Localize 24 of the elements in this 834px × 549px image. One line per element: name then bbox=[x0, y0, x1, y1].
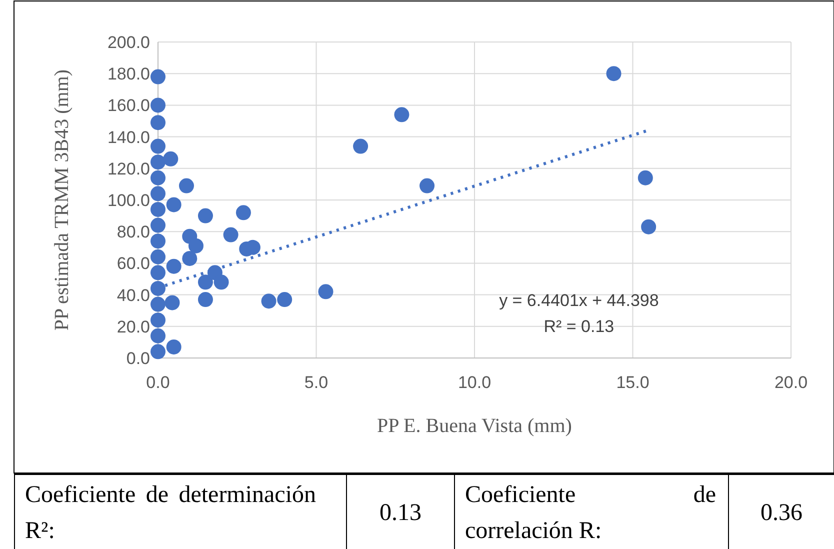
text: 0.13 bbox=[346, 475, 454, 549]
text: 0.36 bbox=[728, 475, 834, 549]
x-axis-title: PP E. Buena Vista (mm) bbox=[377, 415, 572, 437]
y-tick-label: 200.0 bbox=[107, 32, 150, 52]
x-tick-label: 0.0 bbox=[146, 373, 170, 392]
x-tick-label: 10.0 bbox=[458, 373, 492, 392]
y-tick-label: 40.0 bbox=[116, 286, 150, 305]
y-tick-label: 180.0 bbox=[107, 64, 150, 84]
y-tick-label: 0.0 bbox=[126, 348, 150, 368]
y-tick-label: 60.0 bbox=[116, 254, 150, 274]
text: Coeficiente de determinación R²: bbox=[14, 475, 346, 549]
y-tick-label: 160.0 bbox=[107, 96, 150, 116]
y-tick-label: 20.0 bbox=[116, 317, 150, 336]
y-tick-label: 80.0 bbox=[116, 222, 150, 242]
annotation: R² = 0.13 bbox=[544, 316, 614, 336]
text: Coeficiente de correlación R: bbox=[454, 475, 728, 549]
x-tick-label: 20.0 bbox=[774, 373, 808, 392]
y-tick-label: 100.0 bbox=[107, 190, 150, 210]
x-tick-label: 5.0 bbox=[304, 373, 328, 392]
x-tick-label: 15.0 bbox=[616, 373, 650, 392]
y-tick-label: 140.0 bbox=[107, 128, 150, 147]
y-axis-title: PP estimada TRMM 3B43 (mm) bbox=[51, 69, 73, 331]
y-tick-label: 120.0 bbox=[107, 159, 150, 178]
annotation: y = 6.4401x + 44.398 bbox=[499, 290, 659, 310]
